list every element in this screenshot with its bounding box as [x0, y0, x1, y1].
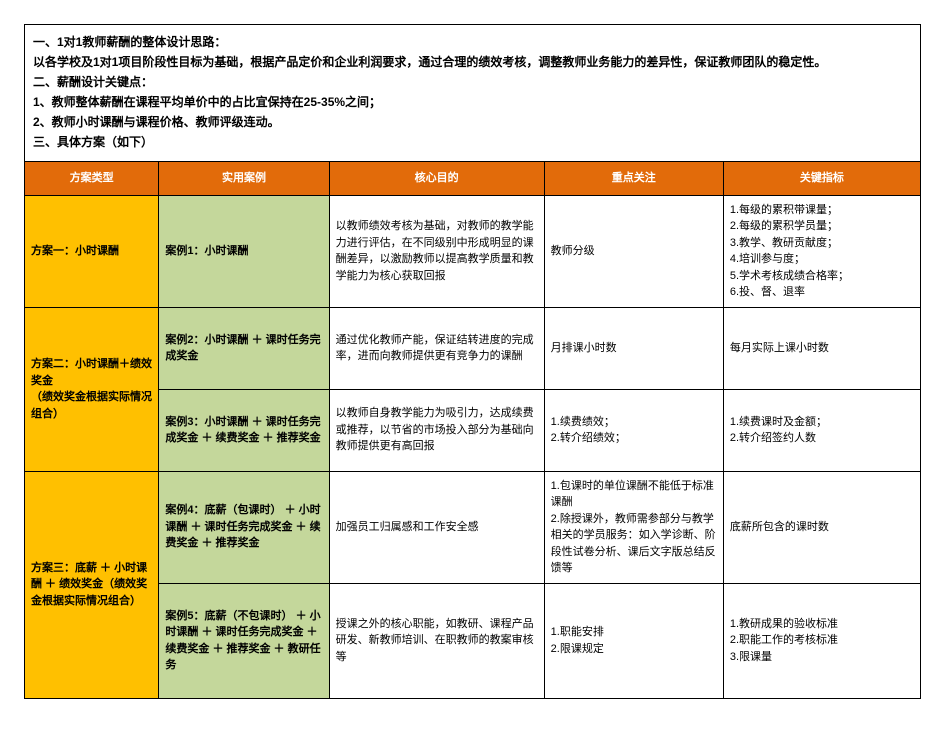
metric-cell: 1.每级的累积带课量； 2.每级的累积学员量； 3.教学、教研贡献度； 4.培训… [723, 195, 920, 307]
header-plan: 方案类型 [25, 162, 159, 196]
metric-cell: 底薪所包含的课时数 [723, 471, 920, 583]
core-cell: 以教师绩效考核为基础，对教师的教学能力进行评估，在不同级别中形成明显的课酬差异，… [329, 195, 544, 307]
table-row: 案例3：小时课酬 ＋ 课时任务完成奖金 ＋ 续费奖金 ＋ 推荐奖金 以教师自身教… [25, 389, 921, 471]
header-focus: 重点关注 [544, 162, 723, 196]
intro-line: 以各学校及1对1项目阶段性目标为基础，根据产品定价和企业利润要求，通过合理的绩效… [33, 53, 912, 71]
focus-cell: 1.包课时的单位课酬不能低于标准课酬 2.除授课外，教师需参部分与教学相关的学员… [544, 471, 723, 583]
focus-cell: 月排课小时数 [544, 307, 723, 389]
focus-cell: 教师分级 [544, 195, 723, 307]
intro-line: 2、教师小时课酬与课程价格、教师评级连动。 [33, 113, 912, 131]
table-header-row: 方案类型 实用案例 核心目的 重点关注 关键指标 [25, 162, 921, 196]
core-cell: 通过优化教师产能，保证结转进度的完成率，进而向教师提供更有竞争力的课酬 [329, 307, 544, 389]
core-cell: 加强员工归属感和工作安全感 [329, 471, 544, 583]
focus-cell: 1.职能安排 2.限课规定 [544, 583, 723, 698]
intro-line: 一、1对1教师薪酬的整体设计思路： [33, 33, 912, 51]
intro-line: 三、具体方案（如下） [33, 133, 912, 151]
plan-cell-1: 方案一：小时课酬 [25, 195, 159, 307]
header-core: 核心目的 [329, 162, 544, 196]
plan-cell-3: 方案三：底薪 ＋ 小时课酬 ＋ 绩效奖金（绩效奖金根据实际情况组合） [25, 471, 159, 698]
plan-cell-2: 方案二：小时课酬＋绩效奖金 （绩效奖金根据实际情况组合） [25, 307, 159, 471]
metric-cell: 1.教研成果的验收标准 2.职能工作的考核标准 3.限课量 [723, 583, 920, 698]
table-row: 案例5：底薪（不包课时） ＋ 小时课酬 ＋ 课时任务完成奖金 ＋ 续费奖金 ＋ … [25, 583, 921, 698]
metric-cell: 1.续费课时及金额； 2.转介绍签约人数 [723, 389, 920, 471]
case-cell-1: 案例1：小时课酬 [159, 195, 329, 307]
intro-block: 一、1对1教师薪酬的整体设计思路： 以各学校及1对1项目阶段性目标为基础，根据产… [24, 24, 921, 161]
metric-cell: 每月实际上课小时数 [723, 307, 920, 389]
table-row: 方案二：小时课酬＋绩效奖金 （绩效奖金根据实际情况组合） 案例2：小时课酬 ＋ … [25, 307, 921, 389]
header-metric: 关键指标 [723, 162, 920, 196]
intro-line: 1、教师整体薪酬在课程平均单价中的占比宜保持在25-35%之间； [33, 93, 912, 111]
table-row: 方案一：小时课酬 案例1：小时课酬 以教师绩效考核为基础，对教师的教学能力进行评… [25, 195, 921, 307]
header-case: 实用案例 [159, 162, 329, 196]
case-cell-3: 案例3：小时课酬 ＋ 课时任务完成奖金 ＋ 续费奖金 ＋ 推荐奖金 [159, 389, 329, 471]
compensation-table: 方案类型 实用案例 核心目的 重点关注 关键指标 方案一：小时课酬 案例1：小时… [24, 161, 921, 699]
core-cell: 以教师自身教学能力为吸引力，达成续费或推荐，以节省的市场投入部分为基础向教师提供… [329, 389, 544, 471]
case-cell-2: 案例2：小时课酬 ＋ 课时任务完成奖金 [159, 307, 329, 389]
case-cell-4: 案例4：底薪（包课时） ＋ 小时课酬 ＋ 课时任务完成奖金 ＋ 续费奖金 ＋ 推… [159, 471, 329, 583]
core-cell: 授课之外的核心职能，如教研、课程产品研发、新教师培训、在职教师的教案审核等 [329, 583, 544, 698]
case-cell-5: 案例5：底薪（不包课时） ＋ 小时课酬 ＋ 课时任务完成奖金 ＋ 续费奖金 ＋ … [159, 583, 329, 698]
table-row: 方案三：底薪 ＋ 小时课酬 ＋ 绩效奖金（绩效奖金根据实际情况组合） 案例4：底… [25, 471, 921, 583]
intro-line: 二、薪酬设计关键点： [33, 73, 912, 91]
focus-cell: 1.续费绩效； 2.转介绍绩效； [544, 389, 723, 471]
